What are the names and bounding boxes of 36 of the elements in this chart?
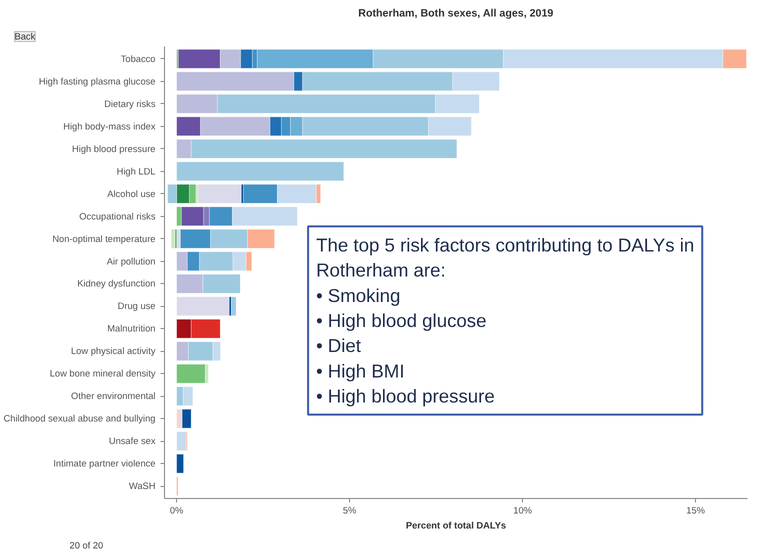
y-tick-label: Tobacco (120, 54, 156, 64)
x-tick-label: 10% (513, 506, 532, 516)
y-tick-label: Low physical activity (70, 346, 156, 356)
y-tick-label: Unsafe sex (108, 436, 156, 446)
x-tick-label: 5% (342, 506, 356, 516)
bar (231, 296, 236, 316)
text: Back (14, 32, 36, 42)
chart-title: Rotherham, Both sexes, All ages, 2019 (358, 8, 554, 20)
bar (176, 296, 230, 316)
y-tick-label: Air pollution (106, 256, 156, 266)
bar (176, 364, 206, 384)
x-axis-title: Percent of total DALYs (406, 520, 506, 530)
bar (176, 454, 184, 474)
text: 20 of 20 (70, 540, 104, 550)
y-tick-label: Non-optimal temperature (52, 234, 156, 244)
x-tick-label: 15% (686, 506, 705, 516)
y-tick-label: WaSH (128, 481, 156, 492)
bar (176, 162, 344, 181)
y-tick-label: Kidney dysfunction (77, 278, 156, 289)
y-tick-label: Dietary risks (104, 98, 156, 109)
y-tick-label: Occupational risks (79, 211, 156, 222)
y-tick-label: Low bone mineral density (50, 368, 156, 379)
bar (176, 432, 186, 451)
y-tick-label: High LDL (116, 166, 156, 176)
y-tick-label: High body-mass index (63, 121, 156, 132)
bar (198, 184, 242, 204)
y-tick-label: Alcohol use (107, 188, 156, 199)
y-tick-label: High fasting plasma glucose (38, 76, 156, 86)
x-tick-label: 0% (170, 506, 184, 516)
y-tick-label: High blood pressure (72, 144, 156, 154)
y-tick-label: Drug use (118, 301, 156, 312)
y-tick-label: Intimate partner violence (53, 458, 156, 469)
y-tick-label: Other environmental (70, 391, 156, 402)
annotation: The top 5 risk factors contributing to DALYs in Rotherham are: • Smoking • High blood glucose • Diet • High BMI • High blood pressure (316, 234, 694, 407)
y-tick-label: Malnutrition (107, 324, 156, 334)
y-tick-label: Childhood sexual abuse and bullying (4, 414, 156, 424)
